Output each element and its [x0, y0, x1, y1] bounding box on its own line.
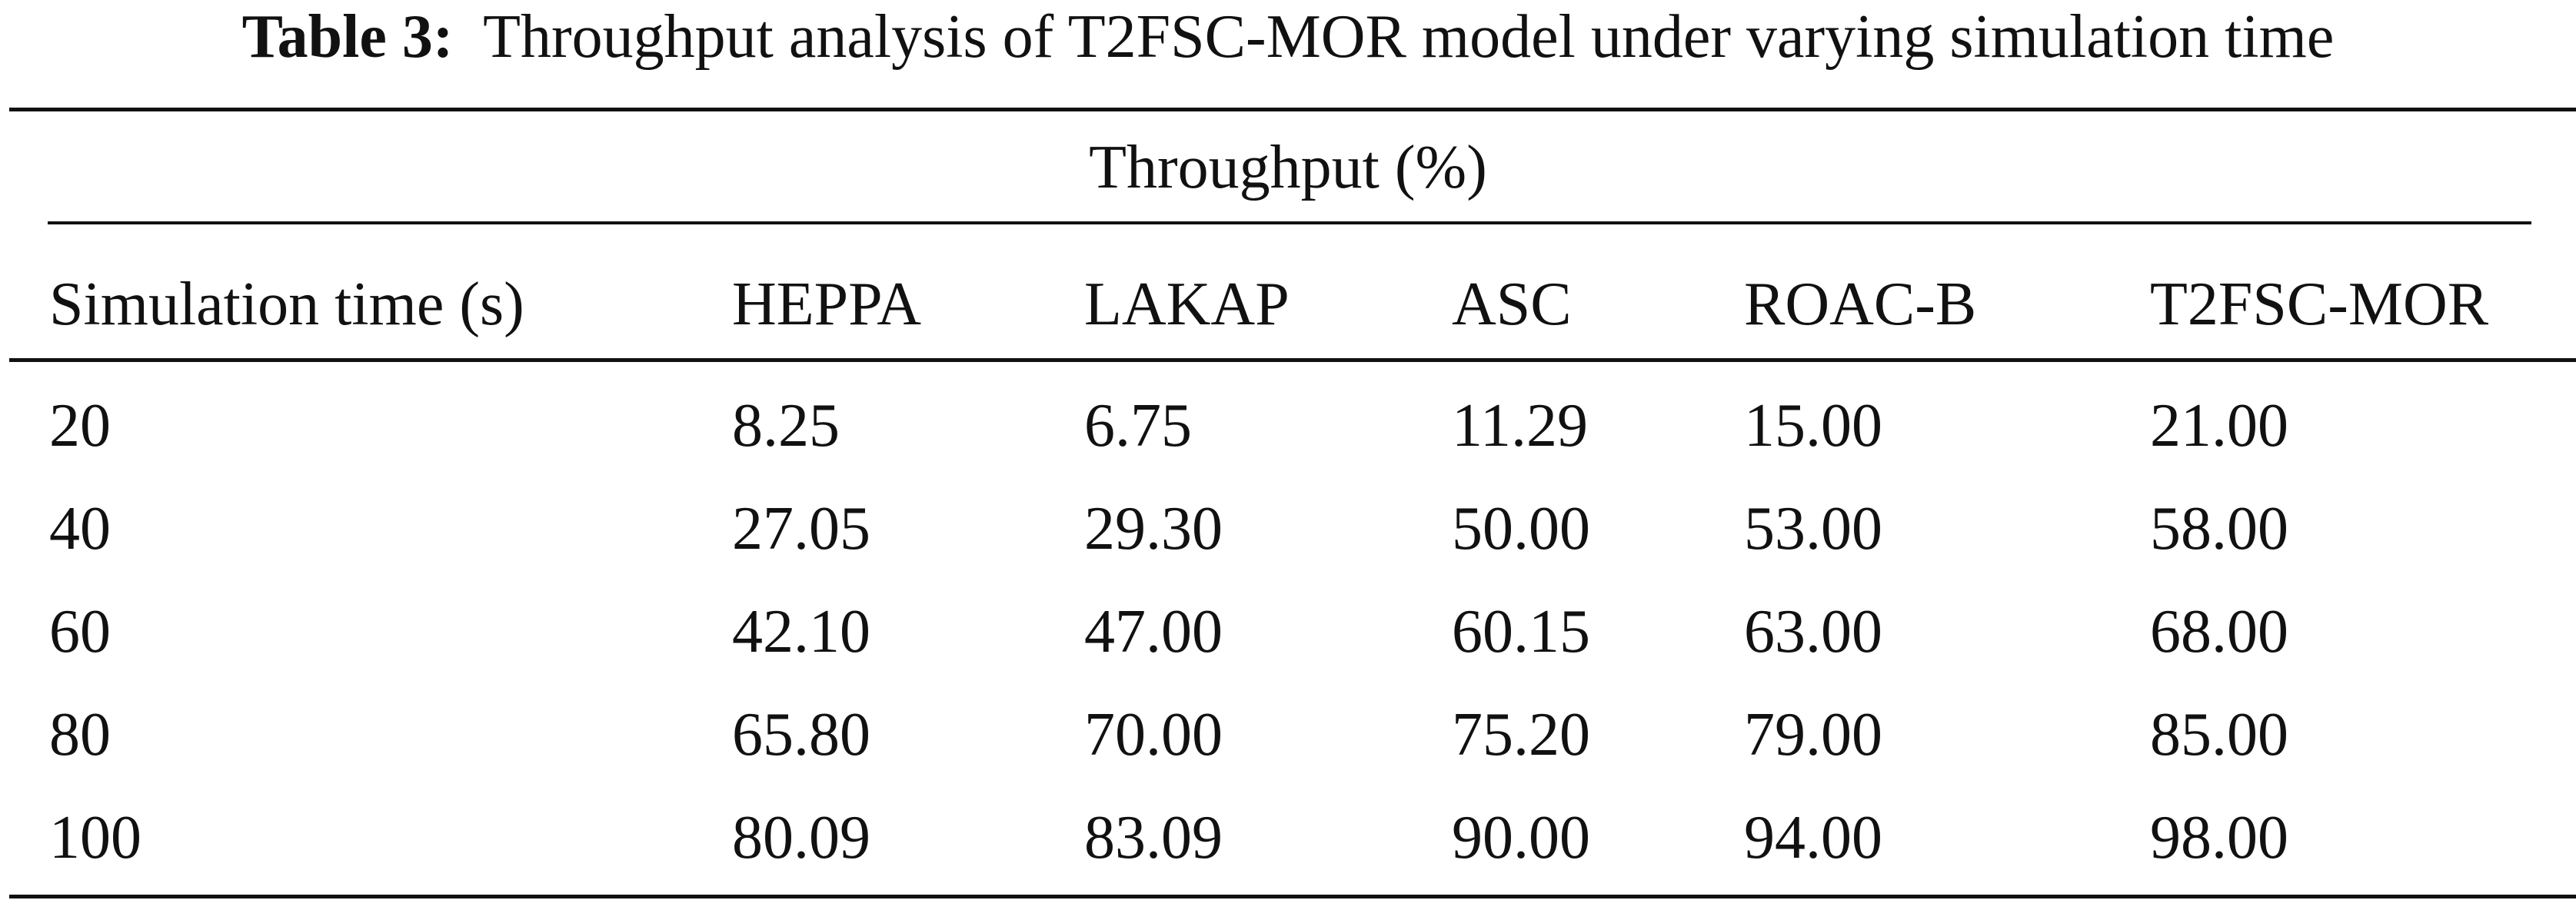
table-cell: 94.00 — [1744, 804, 1882, 872]
column-header-roac-b: ROAC-B — [1744, 271, 1977, 338]
column-header-t2fsc-mor: T2FSC-MOR — [2150, 271, 2489, 338]
table-cell: 47.00 — [1084, 598, 1223, 666]
table-cell: 79.00 — [1744, 701, 1882, 769]
column-header-heppa: HEPPA — [732, 271, 922, 338]
table-cell: 11.29 — [1452, 392, 1589, 460]
table-caption: Table 3: Throughput analysis of T2FSC-MO… — [0, 0, 2576, 85]
caption-label: Table 3: — [241, 3, 454, 71]
column-header-asc: ASC — [1452, 271, 1572, 338]
bottom-rule — [9, 895, 2576, 898]
table-cell: 29.30 — [1084, 495, 1223, 563]
table-cell: 98.00 — [2150, 804, 2288, 872]
table-cell: 50.00 — [1452, 495, 1590, 563]
table-cell: 20 — [49, 392, 111, 460]
table-cell: 60.15 — [1452, 598, 1590, 666]
column-header-simulation-time: Simulation time (s) — [49, 271, 524, 338]
table-cell: 60 — [49, 598, 111, 666]
caption-text: Throughput analysis of T2FSC-MOR model u… — [483, 3, 2335, 71]
table-cell: 6.75 — [1084, 392, 1192, 460]
table-cell: 90.00 — [1452, 804, 1590, 872]
table-cell: 15.00 — [1744, 392, 1882, 460]
table-cell: 100 — [49, 804, 141, 872]
table-cell: 68.00 — [2150, 598, 2288, 666]
table-cell: 21.00 — [2150, 392, 2288, 460]
table-cell: 80.09 — [732, 804, 870, 872]
table-cell: 70.00 — [1084, 701, 1223, 769]
table-cell: 53.00 — [1744, 495, 1882, 563]
table-cell: 8.25 — [732, 392, 840, 460]
table-cell: 63.00 — [1744, 598, 1882, 666]
table-cell: 75.20 — [1452, 701, 1590, 769]
table-cell: 27.05 — [732, 495, 870, 563]
group-header-throughput: Throughput (%) — [1089, 134, 1487, 201]
table-cell: 85.00 — [2150, 701, 2288, 769]
column-header-lakap: LAKAP — [1084, 271, 1290, 338]
table-cell: 80 — [49, 701, 111, 769]
header-rule — [9, 358, 2576, 362]
table-cell: 40 — [49, 495, 111, 563]
table-cell: 65.80 — [732, 701, 870, 769]
top-rule — [9, 108, 2576, 111]
group-header-rule — [48, 221, 2531, 224]
table-cell: 42.10 — [732, 598, 870, 666]
table-cell: 83.09 — [1084, 804, 1223, 872]
table-cell: 58.00 — [2150, 495, 2288, 563]
